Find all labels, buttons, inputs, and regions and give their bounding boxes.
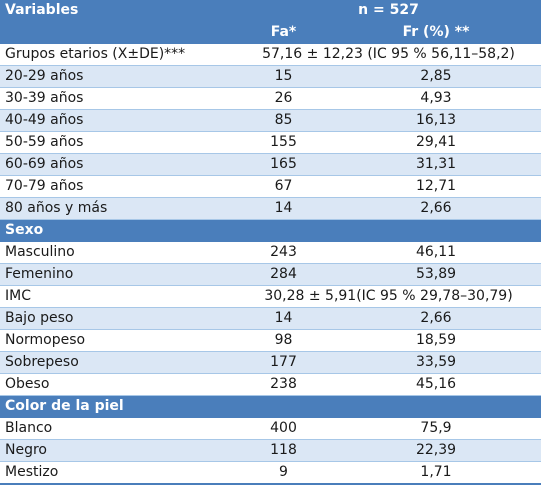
fa-cell: 85 <box>236 109 331 132</box>
fa-cell: 238 <box>236 373 331 396</box>
table-row: 80 años y más 14 2,66 <box>0 197 541 220</box>
table-row: Negro 118 22,39 <box>0 439 541 462</box>
table-row: Mestizo 9 1,71 <box>0 461 541 485</box>
row-label: 80 años y más <box>0 197 236 220</box>
fr-cell: 33,59 <box>331 351 541 374</box>
age-summary-value: 57,16 ± 12,23 (IC 95 % 56,11–58,2) <box>236 43 541 66</box>
fr-cell: 18,59 <box>331 329 541 352</box>
fa-cell: 400 <box>236 417 331 440</box>
fr-cell: 75,9 <box>331 417 541 440</box>
table-row: 70-79 años 67 12,71 <box>0 175 541 198</box>
table-row: Normopeso 98 18,59 <box>0 329 541 352</box>
row-label: 30-39 años <box>0 87 236 110</box>
fr-cell: 2,66 <box>331 307 541 330</box>
table-row: Bajo peso 14 2,66 <box>0 307 541 330</box>
header-row-2: Fa* Fr (%) ** <box>0 21 541 44</box>
fa-cell: 98 <box>236 329 331 352</box>
table-row: Sobrepeso 177 33,59 <box>0 351 541 374</box>
fa-cell: 14 <box>236 197 331 220</box>
section-header-sex: Sexo <box>0 219 541 242</box>
row-label: Obeso <box>0 373 236 396</box>
table-row: Obeso 238 45,16 <box>0 373 541 396</box>
row-label: 60-69 años <box>0 153 236 176</box>
row-label: 20-29 años <box>0 65 236 88</box>
sample-size-header: n = 527 <box>236 0 541 22</box>
fa-cell: 15 <box>236 65 331 88</box>
fa-cell: 284 <box>236 263 331 286</box>
fr-cell: 45,16 <box>331 373 541 396</box>
fr-cell: 1,71 <box>331 461 541 485</box>
row-label: Masculino <box>0 241 236 264</box>
row-label: Sobrepeso <box>0 351 236 374</box>
row-label: Blanco <box>0 417 236 440</box>
fa-header: Fa* <box>236 21 331 44</box>
fr-cell: 2,85 <box>331 65 541 88</box>
row-label: 40-49 años <box>0 109 236 132</box>
header-row-1: Variables n = 527 <box>0 0 541 22</box>
table-row: 50-59 años 155 29,41 <box>0 131 541 154</box>
row-label: 70-79 años <box>0 175 236 198</box>
fa-cell: 165 <box>236 153 331 176</box>
table-row: 60-69 años 165 31,31 <box>0 153 541 176</box>
fr-cell: 31,31 <box>331 153 541 176</box>
section-title: Sexo <box>0 219 541 242</box>
bmi-label: IMC <box>0 285 236 308</box>
section-header-skin-color: Color de la piel <box>0 395 541 418</box>
age-summary-row: Grupos etarios (X±DE)*** 57,16 ± 12,23 (… <box>0 43 541 66</box>
table-row: Masculino 243 46,11 <box>0 241 541 264</box>
table-row: Femenino 284 53,89 <box>0 263 541 286</box>
table-row: Blanco 400 75,9 <box>0 417 541 440</box>
fa-cell: 67 <box>236 175 331 198</box>
row-label: Mestizo <box>0 461 236 485</box>
bmi-summary-value: 30,28 ± 5,91(IC 95 % 29,78–30,79) <box>236 285 541 308</box>
row-label: 50-59 años <box>0 131 236 154</box>
bmi-summary-row: IMC 30,28 ± 5,91(IC 95 % 29,78–30,79) <box>0 285 541 308</box>
header-spacer <box>0 21 236 44</box>
fr-header: Fr (%) ** <box>331 21 541 44</box>
fr-cell: 4,93 <box>331 87 541 110</box>
table-row: 30-39 años 26 4,93 <box>0 87 541 110</box>
fr-cell: 2,66 <box>331 197 541 220</box>
row-label: Femenino <box>0 263 236 286</box>
fa-cell: 9 <box>236 461 331 485</box>
fr-cell: 53,89 <box>331 263 541 286</box>
row-label: Bajo peso <box>0 307 236 330</box>
fr-cell: 22,39 <box>331 439 541 462</box>
variables-header: Variables <box>0 0 236 22</box>
table-row: 20-29 años 15 2,85 <box>0 65 541 88</box>
fr-cell: 16,13 <box>331 109 541 132</box>
fa-cell: 155 <box>236 131 331 154</box>
fa-cell: 14 <box>236 307 331 330</box>
table-row: 40-49 años 85 16,13 <box>0 109 541 132</box>
age-label: Grupos etarios (X±DE)*** <box>0 43 236 66</box>
fr-cell: 46,11 <box>331 241 541 264</box>
fa-cell: 177 <box>236 351 331 374</box>
fa-cell: 26 <box>236 87 331 110</box>
fa-cell: 243 <box>236 241 331 264</box>
fr-cell: 12,71 <box>331 175 541 198</box>
fr-cell: 29,41 <box>331 131 541 154</box>
section-title: Color de la piel <box>0 395 541 418</box>
row-label: Normopeso <box>0 329 236 352</box>
row-label: Negro <box>0 439 236 462</box>
fa-cell: 118 <box>236 439 331 462</box>
